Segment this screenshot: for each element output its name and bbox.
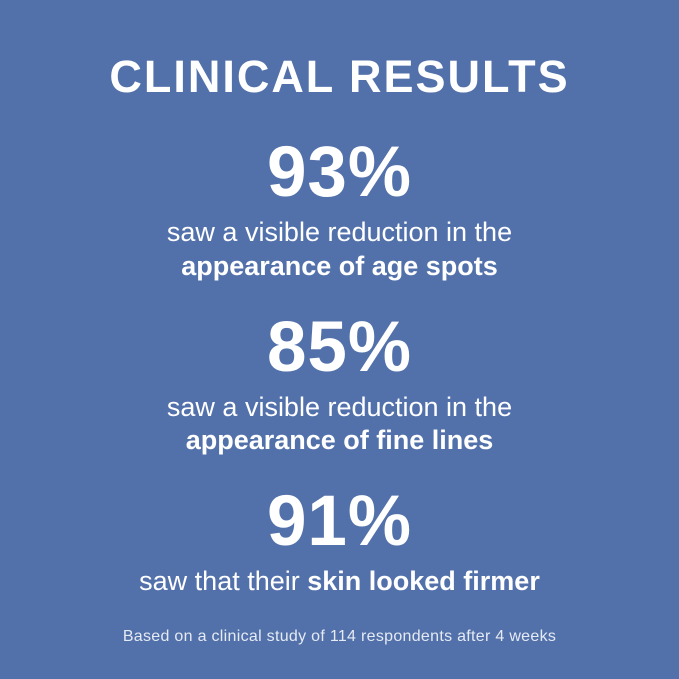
stat-block-fine-lines: 85% saw a visible reduction in the appear… — [0, 312, 679, 459]
stat-description-bold: appearance of age spots — [181, 250, 498, 281]
stat-description-regular: saw a visible reduction in the — [166, 391, 513, 422]
stat-description-regular: saw a visible reduction in the — [166, 217, 513, 247]
stat-description-bold: skin looked firmer — [307, 566, 540, 596]
study-disclaimer: Based on a clinical study of 114 respond… — [122, 627, 557, 645]
stat-block-age-spots: 93% saw a visible reduction in the appear… — [0, 137, 679, 284]
stat-description: saw a visible reduction in the appearance… — [0, 216, 679, 284]
stat-description-regular: saw that their — [139, 566, 300, 596]
stat-block-firmer-skin: 91% saw that their skin looked firmer — [0, 486, 679, 599]
stat-percentage: 93% — [266, 133, 413, 212]
stat-percentage: 85% — [266, 307, 413, 387]
stat-description: saw that their skin looked firmer — [0, 565, 679, 599]
stat-description-bold: appearance of fine lines — [185, 425, 494, 456]
page-title: CLINICAL RESULTS — [109, 51, 570, 102]
stat-percentage: 91% — [266, 482, 413, 561]
stat-description: saw a visible reduction in the appearance… — [0, 391, 679, 459]
